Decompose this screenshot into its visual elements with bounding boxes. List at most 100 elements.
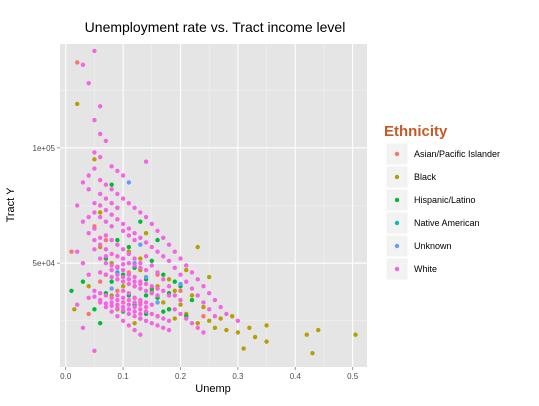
data-point [155,249,160,254]
data-point [138,316,143,321]
data-point [103,272,109,277]
data-point [115,297,120,303]
data-point [115,302,120,307]
data-point [161,288,166,294]
data-point [143,254,149,259]
data-point [126,311,132,317]
data-point [103,207,109,213]
legend-swatch [394,220,400,226]
data-point [138,286,143,291]
data-point [126,260,132,266]
data-point [109,263,114,268]
data-point [92,166,97,171]
data-point [212,297,218,303]
data-point [178,281,183,287]
data-point [132,314,137,319]
data-point [120,300,126,305]
data-point [86,295,91,300]
data-point [120,284,126,289]
data-point [161,277,166,282]
data-point [212,314,218,319]
data-point [155,286,160,291]
legend-label: Unknown [414,241,452,251]
data-point [189,320,195,326]
data-point [126,226,132,231]
data-point [206,318,212,324]
data-point [149,290,155,296]
data-point [184,279,189,284]
data-point [97,270,103,275]
data-point [92,200,97,206]
data-point [178,272,183,277]
data-point [97,191,103,197]
data-point [138,260,143,266]
data-point [80,180,86,185]
data-point [103,233,109,238]
data-point [86,187,91,192]
legend-label: Black [414,172,437,182]
data-point [172,288,177,294]
data-point [126,251,132,257]
data-point [235,330,241,335]
legend-label: Asian/Pacific Islander [414,149,500,159]
data-point [206,290,212,296]
data-point [80,62,86,67]
data-point [195,320,200,326]
y-tick-label: 1e+05 [33,144,56,153]
data-point [195,277,200,282]
data-point [184,263,189,268]
data-point [201,304,206,310]
data-point [353,332,358,337]
data-point [120,304,126,310]
data-point [97,290,103,296]
data-point [109,295,114,300]
data-point [97,203,103,208]
data-point [247,325,252,330]
data-point [132,304,137,310]
data-point [126,302,132,307]
data-point [92,150,97,155]
data-point [120,267,126,273]
data-point [252,334,258,340]
data-point [115,288,120,294]
data-point [103,237,109,243]
data-point [126,281,132,287]
data-point [97,235,103,240]
data-point [149,302,155,307]
data-point [120,173,126,178]
legend: Asian/Pacific Islander Black Hispanic/Lati… [385,142,500,281]
data-point [132,237,137,243]
minor-gridlines [60,44,367,367]
data-point [132,284,137,289]
data-point [155,300,160,305]
data-point [149,320,155,326]
data-point [155,270,160,275]
data-point [178,311,183,317]
data-point [224,311,229,317]
data-point [126,244,132,250]
x-axis-title: Unemp [195,383,230,395]
data-point [166,242,172,247]
data-point [115,264,120,269]
data-point [120,318,126,324]
data-point [126,200,132,206]
data-point [92,226,97,231]
data-point [69,249,74,254]
data-point [97,320,103,326]
data-point [75,302,80,307]
data-point [138,265,143,270]
legend-swatch [394,266,400,272]
data-point [115,237,120,243]
data-point [109,251,114,257]
data-point [161,325,166,330]
data-point [126,272,132,277]
data-point [109,182,114,187]
data-point [80,219,86,224]
data-point [149,221,155,227]
data-point [126,323,132,328]
data-point [143,318,149,324]
data-point [201,284,206,289]
legend-label: Hispanic/Latino [414,195,476,205]
data-point [103,138,109,144]
data-point [149,263,155,268]
